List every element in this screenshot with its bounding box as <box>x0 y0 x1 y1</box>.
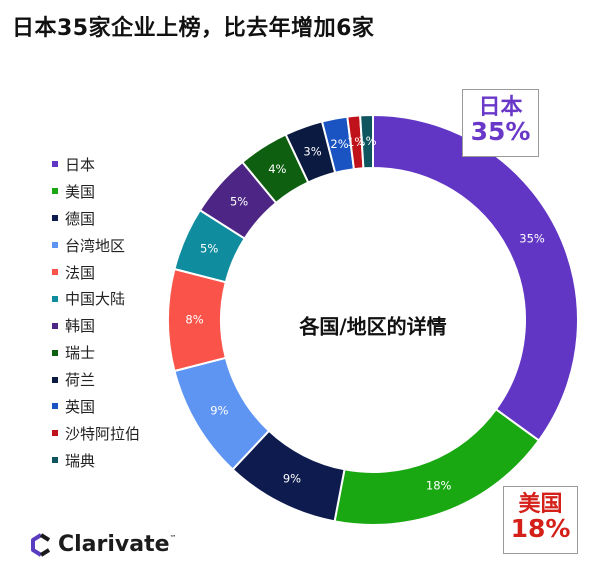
donut-slice-label: 5% <box>200 242 218 256</box>
donut-slice-label: 4% <box>268 162 286 176</box>
donut-slices <box>167 113 579 526</box>
legend-label: 台湾地区 <box>65 236 126 255</box>
legend-label: 英国 <box>65 397 96 416</box>
callout-japan-name: 日本 <box>478 95 523 120</box>
legend-swatch <box>52 188 58 195</box>
callout-usa: 美国 18% <box>503 486 578 554</box>
legend-label: 瑞典 <box>65 451 96 470</box>
callout-japan: 日本 35% <box>462 89 539 157</box>
legend-label: 瑞士 <box>65 344 96 363</box>
donut-slice-label: 3% <box>303 145 321 159</box>
donut-slice <box>359 113 374 170</box>
legend-label: 德国 <box>65 209 96 228</box>
legend-item: 韩国 <box>52 312 140 339</box>
legend-item: 日本 <box>52 151 140 178</box>
donut-slice-label: 2% <box>330 137 348 151</box>
legend-item: 台湾地区 <box>52 232 140 259</box>
donut-slice-label: 18% <box>426 478 452 492</box>
donut-slice-label: 5% <box>230 194 248 208</box>
legend-item: 法国 <box>52 259 140 286</box>
donut-slice-label: 1% <box>358 134 376 148</box>
callout-usa-name: 美国 <box>518 492 563 517</box>
donut-slice-label: 35% <box>519 231 545 245</box>
legend-label: 荷兰 <box>65 371 96 390</box>
legend-label: 韩国 <box>65 317 96 336</box>
legend-swatch <box>52 457 58 464</box>
legend-item: 美国 <box>52 178 140 205</box>
logo-text: Clarivate <box>58 532 170 557</box>
legend-label: 中国大陆 <box>65 290 126 309</box>
legend-swatch <box>52 430 58 437</box>
legend-item: 德国 <box>52 205 140 232</box>
donut-slice-label: 8% <box>185 313 203 327</box>
legend-item: 英国 <box>52 393 140 420</box>
legend-item: 瑞士 <box>52 339 140 366</box>
legend-swatch <box>52 322 58 329</box>
legend-swatch <box>52 269 58 275</box>
legend-label: 日本 <box>65 155 96 174</box>
donut-slice-label: 9% <box>283 472 301 486</box>
legend-label: 沙特阿拉伯 <box>65 424 141 443</box>
legend-swatch <box>52 161 58 168</box>
clarivate-logo: Clarivate ™ <box>30 532 177 557</box>
donut-slice <box>372 113 579 442</box>
clarivate-mark-icon <box>31 532 51 557</box>
legend-label: 美国 <box>65 182 96 201</box>
legend-item: 荷兰 <box>52 366 140 393</box>
legend-swatch <box>52 376 58 383</box>
legend: 日本美国德国台湾地区法国中国大陆韩国瑞士荷兰英国沙特阿拉伯瑞典 <box>52 151 140 474</box>
center-label: 各国/地区的详情 <box>298 315 446 339</box>
legend-swatch <box>52 349 58 356</box>
legend-item: 中国大陆 <box>52 285 140 312</box>
legend-swatch <box>52 215 58 222</box>
callout-usa-pct: 18% <box>510 514 571 544</box>
legend-item: 瑞典 <box>52 447 140 474</box>
logo-trademark: ™ <box>169 534 177 542</box>
legend-item: 沙特阿拉伯 <box>52 420 140 447</box>
legend-swatch <box>52 242 58 249</box>
legend-label: 法国 <box>65 263 96 282</box>
donut-slice-label: 1% <box>347 135 365 149</box>
legend-swatch <box>52 295 58 302</box>
callout-japan-pct: 35% <box>470 117 531 147</box>
chart-title: 日本35家企业上榜，比去年增加6家 <box>12 16 375 41</box>
donut-slice-labels: 35%18%9%9%8%5%5%4%3%2%1%1% <box>185 134 545 492</box>
donut-slice-label: 9% <box>210 403 228 417</box>
legend-swatch <box>52 403 58 410</box>
